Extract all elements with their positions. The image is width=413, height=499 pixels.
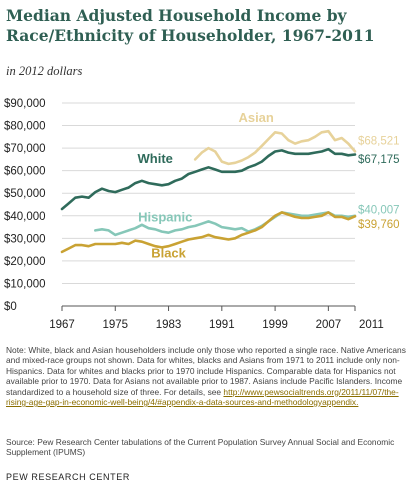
y-tick-label: $40,000 <box>4 211 46 223</box>
gridlines <box>62 102 355 284</box>
series-line-hispanic <box>94 211 357 237</box>
series-line-white <box>60 147 357 211</box>
y-axis: $90,000 $80,000 $70,000 $60,000 $50,000 $40,0… <box>4 98 46 313</box>
y-tick-label: $50,000 <box>4 188 46 200</box>
series-name-label-white: White <box>138 151 173 166</box>
end-value-label-white: $67,175 <box>358 154 400 166</box>
end-value-label-hispanic: $40,007 <box>358 205 400 217</box>
chart-subtitle: in 2012 dollars <box>6 64 83 78</box>
y-tick-label: $0 <box>4 301 17 313</box>
series-line-asian <box>193 129 357 166</box>
series-line-black <box>60 211 357 254</box>
x-tick-label: 2011 <box>359 319 384 331</box>
end-value-label-asian: $68,521 <box>358 136 400 148</box>
x-tick-label: 1975 <box>102 319 128 331</box>
x-tick-label: 1983 <box>156 319 182 331</box>
x-tick-label: 1991 <box>209 319 235 331</box>
x-tick-label: 1999 <box>262 319 288 331</box>
note-text: Note: White, black and Asian householder… <box>6 345 406 397</box>
series-labels: Asian $68,521 White $67,175 Hispanic $40,007 B… <box>138 110 400 260</box>
end-value-label-black: $39,760 <box>358 219 400 231</box>
x-tick-label: 2007 <box>316 319 342 331</box>
y-tick-label: $20,000 <box>4 256 46 268</box>
y-tick-label: $30,000 <box>4 233 46 245</box>
pew-brand: PEW RESEARCH CENTER <box>6 472 130 482</box>
note-link[interactable]: http://www.pewsocialtrends.org/2011/11/0… <box>6 386 399 408</box>
chart-source: Source: Pew Research Center tabulations … <box>6 437 395 458</box>
chart-note: Note: White, black and Asian householder… <box>6 345 410 407</box>
y-tick-label: $10,000 <box>4 278 46 290</box>
series-name-label-black: Black <box>151 246 186 261</box>
y-tick-label: $60,000 <box>4 166 46 178</box>
series-name-label-hispanic: Hispanic <box>138 209 192 224</box>
x-tick-label: 1967 <box>49 319 75 331</box>
chart-title: Median Adjusted Household Income by Race… <box>6 6 375 45</box>
y-tick-label: $70,000 <box>4 143 46 155</box>
x-axis: 1967 1975 1983 1991 1999 2007 2011 <box>49 305 384 331</box>
y-tick-label: $80,000 <box>4 121 46 133</box>
series-lines <box>60 129 357 254</box>
income-line-chart: $90,000 $80,000 $70,000 $60,000 $50,000 $40,0… <box>4 98 400 331</box>
series-name-label-asian: Asian <box>238 110 273 125</box>
y-tick-label: $90,000 <box>4 98 46 110</box>
